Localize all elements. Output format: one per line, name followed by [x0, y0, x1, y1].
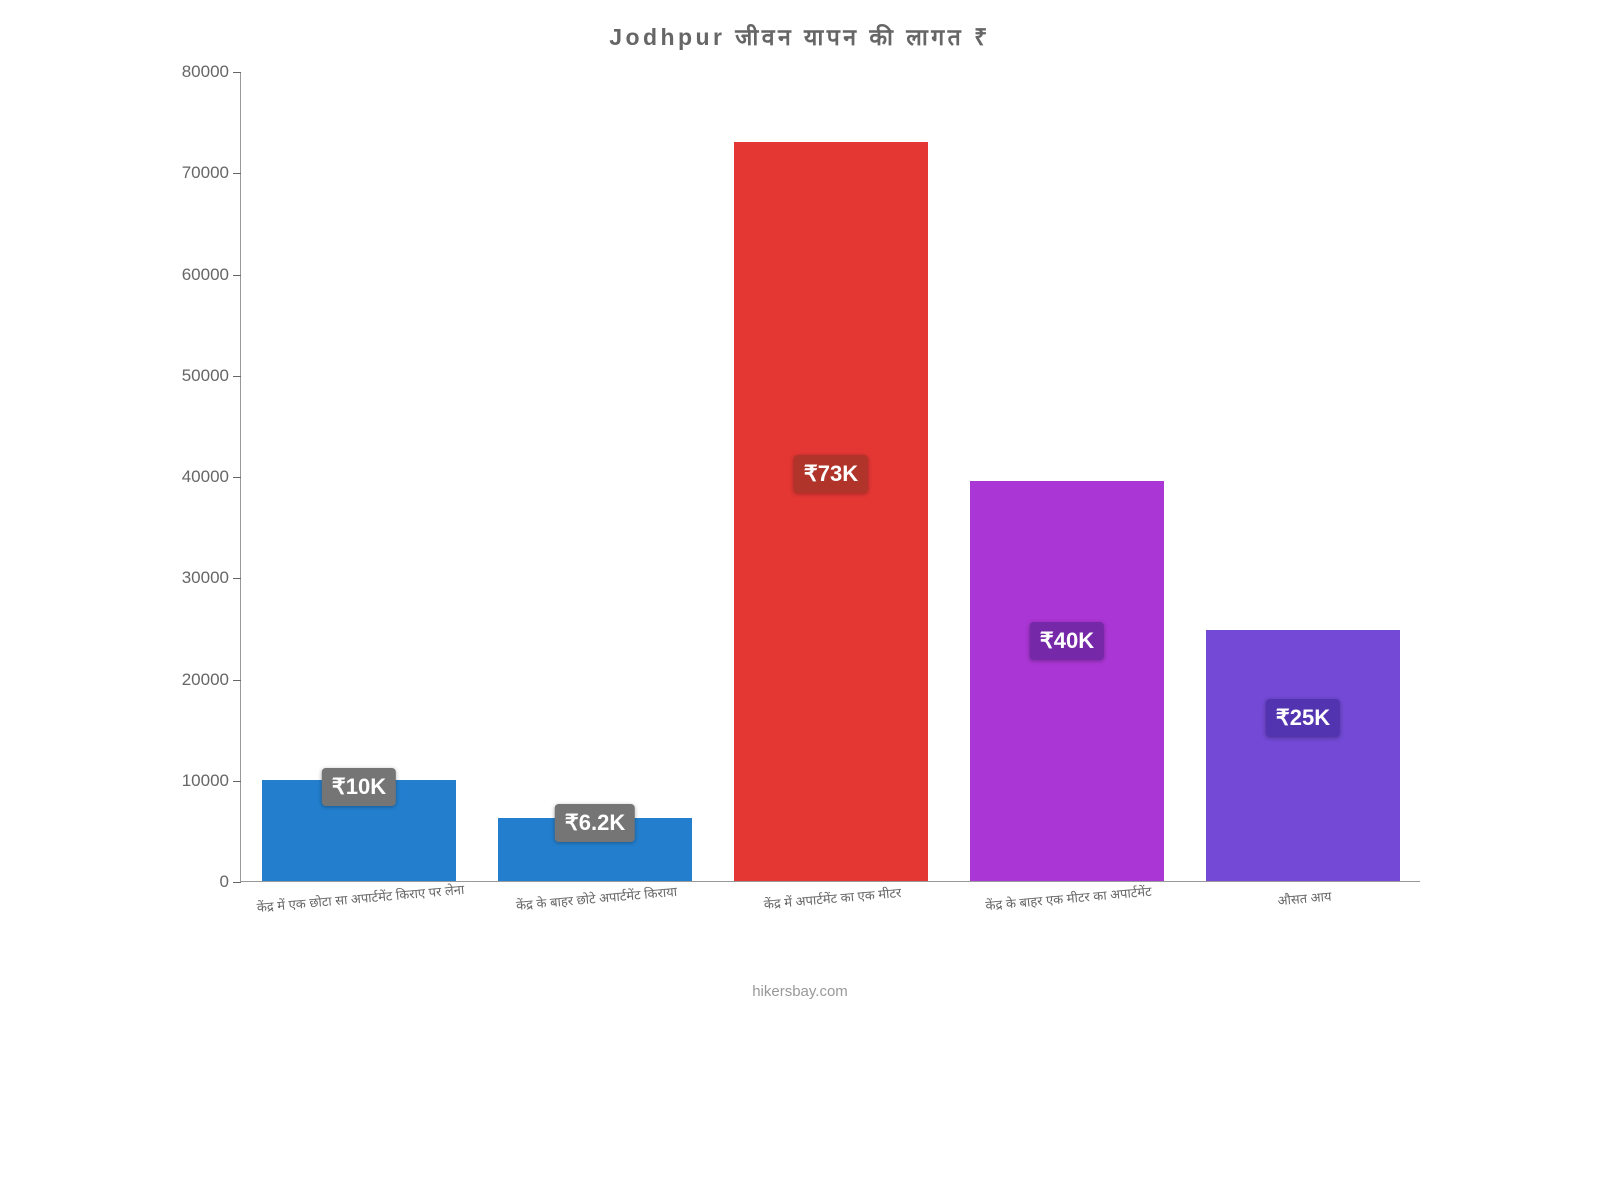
chart-container: Jodhpur जीवन यापन की लागत ₹ 010000200003…: [160, 0, 1440, 1000]
attribution-text: hikersbay.com: [752, 983, 848, 1000]
chart-title: Jodhpur जीवन यापन की लागत ₹: [160, 20, 1440, 52]
y-tick-label: 40000: [182, 467, 241, 487]
y-tick-label: 60000: [182, 265, 241, 285]
bar: ₹40K: [970, 481, 1164, 881]
bar: ₹25K: [1206, 630, 1400, 881]
y-tick-label: 70000: [182, 163, 241, 183]
bar-value-label: ₹6.2K: [555, 804, 635, 842]
y-tick-label: 0: [220, 872, 241, 892]
bar-value-label: ₹40K: [1030, 622, 1104, 660]
y-tick-label: 10000: [182, 771, 241, 791]
bar-value-label: ₹10K: [322, 768, 396, 806]
bar: ₹6.2K: [498, 818, 692, 881]
bar-value-label: ₹25K: [1266, 699, 1340, 737]
y-tick-label: 50000: [182, 366, 241, 386]
y-tick-label: 20000: [182, 670, 241, 690]
y-tick-label: 80000: [182, 62, 241, 82]
bar-value-label: ₹73K: [794, 455, 868, 493]
bar: ₹73K: [734, 142, 928, 881]
bar: ₹10K: [262, 780, 456, 881]
y-tick-label: 30000: [182, 568, 241, 588]
plot-area: 0100002000030000400005000060000700008000…: [240, 72, 1420, 882]
